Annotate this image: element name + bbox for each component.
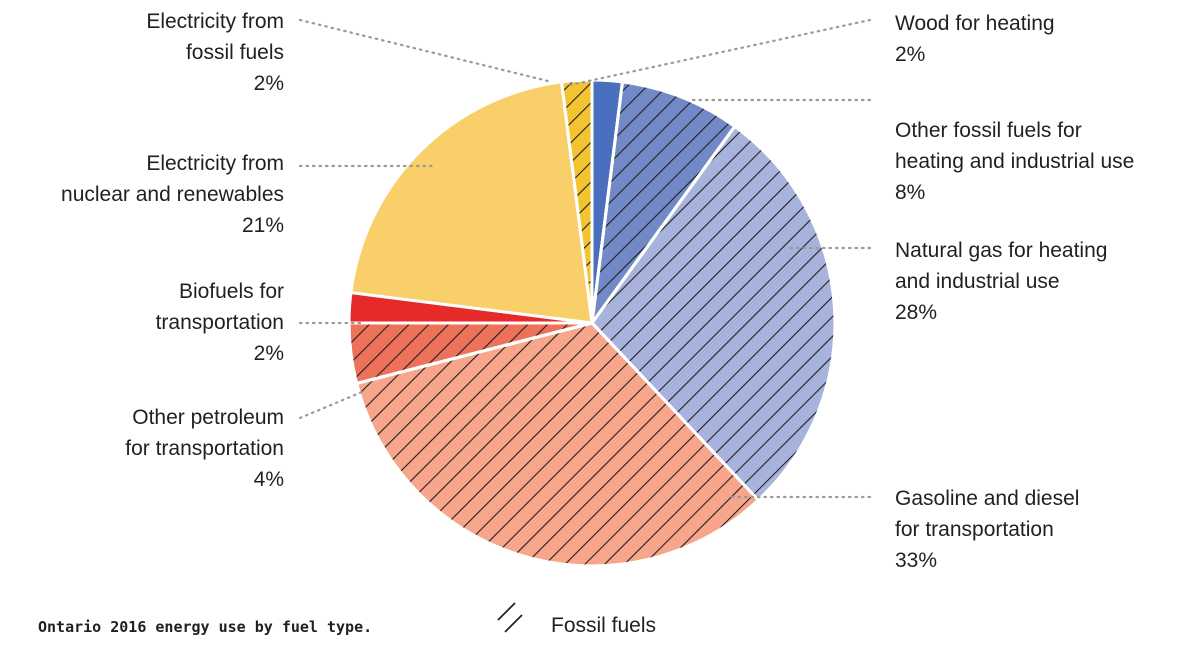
label-line: for transportation [895,518,1054,541]
label-electricity-from-nuclear-and-renewables: Electricity from nuclear and renewables 21… [61,152,284,237]
label-line: Biofuels for [179,280,284,303]
label-line: transportation [156,311,284,334]
value-label: 2% [254,72,284,95]
label-line: Other petroleum [132,406,284,429]
leader-other-petroleum-for-transportation [298,390,364,420]
label-biofuels-for-transportation: Biofuels for transportation 2% [156,280,284,365]
label-line: for transportation [125,437,284,460]
label-line: Electricity from [146,152,284,175]
slice-electricity-from-nuclear-and-renewables [349,80,594,325]
legend-label: Fossil fuels [551,614,656,637]
legend: Fossil fuels [497,602,656,637]
slice-hatch-natural-gas-for-heating-and-industrial-use [590,124,837,503]
label-line: Electricity from [146,10,284,33]
label-line: fossil fuels [186,41,284,64]
value-label: 8% [895,181,925,204]
value-label: 28% [895,301,937,324]
hatch-icon [497,602,523,633]
label-wood-for-heating: Wood for heating 2% [895,12,1055,66]
label-line: and industrial use [895,270,1060,293]
slice-hatch-electricity-from-fossil-fuels [559,78,594,324]
label-other-fossil-fuels-for-heating-and-industrial-use: Other fossil fuels for heating and indust… [895,119,1134,204]
leader-lines [298,18,872,499]
chart-caption: Ontario 2016 energy use by fuel type. [38,618,372,636]
label-line: heating and industrial use [895,150,1134,173]
label-natural-gas-for-heating-and-industrial-use: Natural gas for heating and industrial us… [895,239,1107,324]
value-label: 2% [254,342,284,365]
leader-electricity-from-fossil-fuels [298,18,554,84]
value-label: 2% [895,43,925,66]
label-line: Other fossil fuels for [895,119,1082,142]
slice-hatch-gasoline-and-diesel-for-transportation [354,321,761,568]
value-label: 21% [242,214,284,237]
value-label: 4% [254,468,284,491]
slice-labels: Wood for heating 2% Other fossil fuels for… [61,10,1134,572]
label-line: Natural gas for heating [895,239,1107,262]
pie-slices [347,78,837,568]
label-line: Gasoline and diesel [895,487,1079,510]
value-label: 33% [895,549,937,572]
label-line: Wood for heating [895,12,1055,35]
label-gasoline-and-diesel-for-transportation: Gasoline and diesel for transportation 33% [895,487,1079,572]
label-other-petroleum-for-transportation: Other petroleum for transportation 4% [125,406,284,491]
label-electricity-from-fossil-fuels: Electricity from fossil fuels 2% [146,10,284,95]
slice-hatch-other-fossil-fuels-for-heating-and-industrial-use [590,80,737,324]
leader-wood-for-heating [568,18,872,87]
label-line: nuclear and renewables [61,183,284,206]
